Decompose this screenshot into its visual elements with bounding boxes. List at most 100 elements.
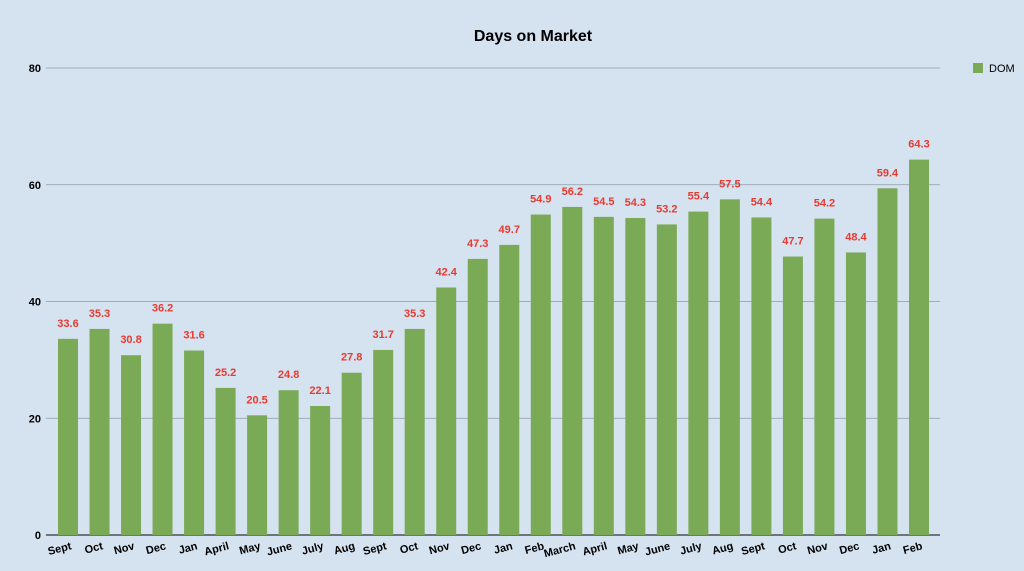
bar: [436, 287, 457, 535]
x-tick-label: April: [203, 540, 230, 558]
bar: [310, 405, 331, 535]
data-label: 54.2: [814, 198, 835, 210]
bar: [656, 224, 677, 535]
data-label: 30.8: [120, 334, 141, 346]
data-label: 24.8: [278, 369, 299, 381]
bar: [278, 390, 299, 535]
data-label: 54.9: [530, 194, 551, 206]
data-label: 42.4: [436, 266, 458, 278]
bars: [58, 159, 929, 536]
x-tick-label: July: [301, 540, 326, 558]
x-tick-label: Oct: [83, 540, 104, 556]
x-tick-label: Nov: [428, 540, 452, 557]
data-label: 35.3: [404, 308, 425, 320]
bar: [688, 211, 709, 536]
bar: [625, 218, 646, 535]
bar: [247, 415, 268, 535]
x-tick-label: June: [265, 540, 293, 558]
data-label: 33.6: [57, 318, 78, 330]
x-tick-label: Nov: [113, 540, 137, 557]
bar: [562, 206, 583, 535]
x-tick-label: Sept: [47, 540, 73, 558]
x-tick-label: Jan: [177, 540, 199, 557]
x-tick-label: Oct: [399, 540, 420, 556]
bar: [467, 258, 488, 535]
data-label: 56.2: [562, 186, 583, 198]
x-tick-label: Feb: [524, 540, 546, 557]
data-labels: 33.6 35.3 30.8 36.2 31.6 25.2 20.5 24.8 22.1 27.8…: [57, 139, 929, 407]
bar: [89, 328, 110, 535]
x-tick-label: May: [238, 540, 263, 557]
data-label: 59.4: [877, 167, 899, 179]
y-tick-label: 60: [29, 180, 41, 192]
legend-swatch: [973, 63, 983, 73]
bar: [499, 244, 520, 535]
bar: [58, 338, 78, 535]
data-label: 57.5: [719, 178, 740, 190]
x-tick-label: Sept: [740, 540, 766, 558]
x-tick-label: Oct: [777, 540, 798, 556]
bar: [404, 328, 425, 535]
bar: [909, 159, 929, 535]
data-label: 22.1: [309, 385, 330, 397]
data-label: 54.3: [625, 197, 646, 209]
data-label: 36.2: [152, 303, 173, 315]
chart-title: Days on Market: [474, 28, 593, 45]
x-tick-label: Aug: [333, 540, 357, 557]
bar: [121, 355, 142, 535]
data-label: 25.2: [215, 367, 236, 379]
bar: [845, 252, 866, 535]
bar: [373, 349, 394, 535]
bar: [751, 217, 772, 535]
x-tick-label: Dec: [460, 540, 483, 557]
data-label: 27.8: [341, 352, 362, 364]
x-axis-ticks: Sept Oct Nov Dec Jan April May June July Aug Sept O…: [47, 540, 924, 560]
bar: [530, 214, 551, 536]
y-tick-label: 0: [35, 530, 41, 542]
data-label: 31.7: [372, 329, 393, 341]
bar: [184, 350, 205, 535]
data-label: 20.5: [246, 394, 267, 406]
data-label: 55.4: [688, 191, 710, 203]
x-tick-label: Sept: [362, 540, 388, 558]
bar: [814, 218, 835, 536]
x-tick-label: Dec: [145, 540, 168, 557]
legend-label: DOM: [989, 63, 1015, 75]
x-tick-label: Dec: [838, 540, 861, 557]
legend: DOM: [973, 63, 1015, 75]
data-label: 54.5: [593, 196, 614, 208]
x-tick-label: June: [644, 540, 672, 558]
data-label: 48.4: [845, 231, 867, 243]
y-tick-label: 40: [29, 297, 41, 309]
x-tick-label: Jan: [493, 540, 515, 557]
bar: [593, 216, 614, 535]
bar: [782, 256, 803, 535]
bar: [215, 387, 236, 535]
bar: [719, 199, 740, 535]
y-tick-label: 80: [29, 63, 41, 75]
bar: [877, 188, 898, 535]
data-label: 49.7: [499, 224, 520, 236]
data-label: 47.7: [782, 236, 803, 248]
x-tick-label: Nov: [806, 540, 830, 557]
x-tick-label: April: [581, 540, 608, 558]
y-tick-label: 20: [29, 413, 41, 425]
gridlines: [46, 67, 940, 536]
x-tick-label: Feb: [902, 540, 924, 557]
data-label: 64.3: [908, 139, 929, 151]
bar: [152, 323, 173, 535]
x-tick-label: March: [543, 540, 578, 560]
data-label: 31.6: [183, 330, 204, 342]
bar: [341, 372, 362, 535]
data-label: 35.3: [89, 308, 110, 320]
data-label: 47.3: [467, 238, 488, 250]
data-label: 54.4: [751, 196, 773, 208]
x-tick-label: Jan: [871, 540, 893, 557]
y-axis-ticks: 0 20 40 60 80: [29, 63, 41, 542]
x-tick-label: July: [679, 540, 704, 558]
data-label: 53.2: [656, 203, 677, 215]
x-tick-label: May: [616, 540, 641, 557]
x-tick-label: Aug: [711, 540, 735, 557]
